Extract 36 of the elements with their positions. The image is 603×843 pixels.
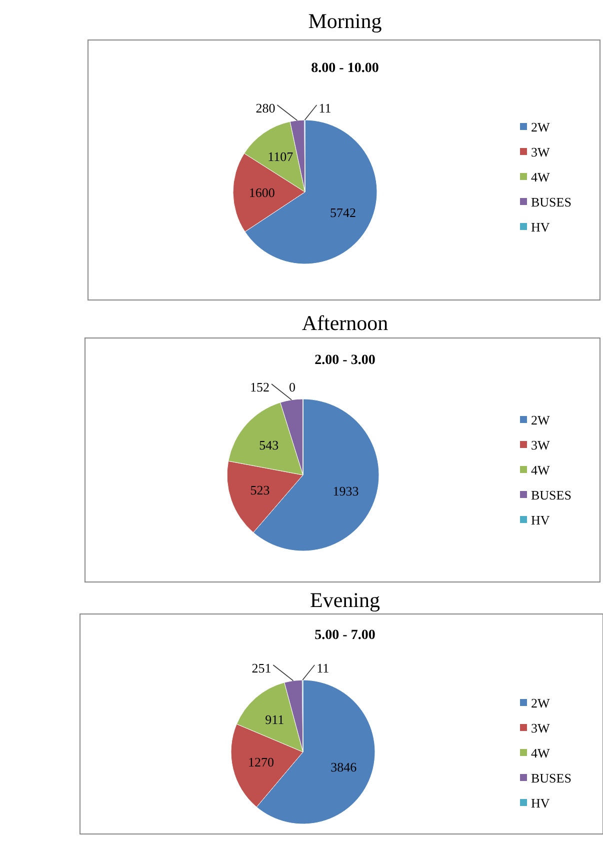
legend-label: 2W [531, 120, 550, 135]
data-label: 152 [250, 380, 270, 395]
data-label: 280 [256, 100, 276, 116]
data-label: 543 [259, 437, 279, 452]
data-label: 3846 [330, 759, 358, 774]
chart-title: Morning [308, 9, 382, 33]
legend-label: 2W [531, 412, 550, 428]
data-label: 1107 [268, 149, 294, 164]
data-label: 1933 [332, 483, 359, 498]
legend-label: 2W [531, 696, 550, 711]
chart-subtitle: 2.00 - 3.00 [314, 353, 376, 368]
data-label: 11 [318, 100, 332, 116]
legend-label: 3W [531, 144, 550, 160]
chart-subtitle: 5.00 - 7.00 [314, 628, 376, 643]
data-label: 911 [265, 712, 284, 727]
legend-label: HV [531, 512, 550, 528]
legend-label: HV [531, 796, 550, 811]
data-label: 11 [316, 660, 330, 676]
legend-label: 3W [531, 438, 550, 453]
data-label: 1600 [248, 184, 275, 200]
text: 0 [289, 380, 296, 395]
data-label: 523 [250, 482, 270, 498]
legend-label: BUSES [531, 194, 572, 210]
chart-subtitle: 8.00 - 10.00 [311, 61, 379, 76]
legend-label: 4W [531, 746, 550, 761]
chart-title: Evening [310, 588, 380, 612]
data-label: 5742 [330, 205, 356, 220]
data-label: 1270 [248, 754, 274, 770]
legend-label: 4W [531, 170, 550, 185]
legend-label: BUSES [531, 770, 572, 786]
legend-label: BUSES [531, 488, 572, 503]
chart-title: Afternoon [302, 311, 389, 335]
data-label: 251 [252, 660, 272, 676]
legend-label: 3W [531, 720, 550, 736]
legend-label: 4W [531, 462, 550, 478]
legend-label: HV [531, 220, 550, 235]
